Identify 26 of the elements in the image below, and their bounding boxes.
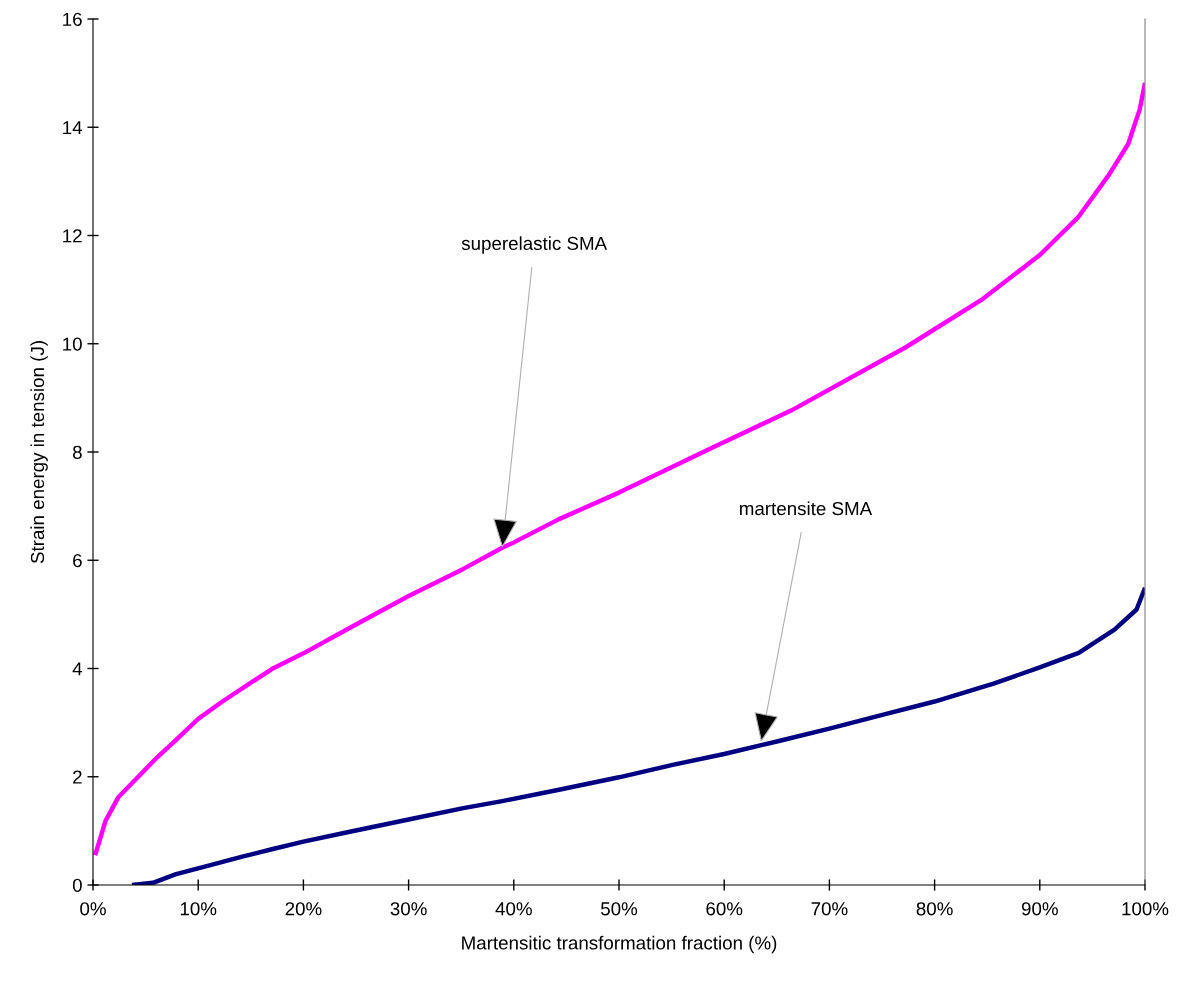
annotation: martensite SMA: [740, 501, 873, 516]
y-tick-label: 16: [63, 12, 82, 26]
x-tick-label: 50%: [600, 902, 638, 916]
x-tick-label: 100%: [1122, 902, 1169, 916]
y-tick-label: 10: [63, 337, 82, 351]
x-tick-label: 20%: [285, 902, 322, 916]
line-series: [129, 585, 1145, 885]
x-tick-label: 60%: [706, 902, 743, 916]
x-tick-label: 10%: [180, 902, 217, 916]
x-tick-label: 70%: [811, 902, 848, 916]
y-tick-label: 8: [72, 445, 82, 459]
y-tick-label: 12: [63, 229, 82, 243]
y-axis-title: Strain energy in tension (J): [30, 341, 48, 564]
x-tick-label: 90%: [1021, 902, 1058, 916]
annotation: superelastic SMA: [461, 236, 608, 254]
x-tick-label: 30%: [390, 902, 427, 916]
x-tick-label: 40%: [495, 902, 532, 916]
x-tick-label: 80%: [916, 902, 953, 916]
y-tick-label: 14: [63, 121, 83, 135]
y-tick-label: 4: [72, 662, 83, 676]
x-axis-title: Martensitic transformation fraction (%): [462, 935, 777, 954]
y-tick-label: 6: [73, 553, 82, 568]
y-tick-label: 0: [72, 878, 82, 892]
x-tick-label: 0%: [80, 902, 106, 916]
y-tick-label: 2: [73, 770, 82, 784]
line-series: [93, 80, 1145, 858]
